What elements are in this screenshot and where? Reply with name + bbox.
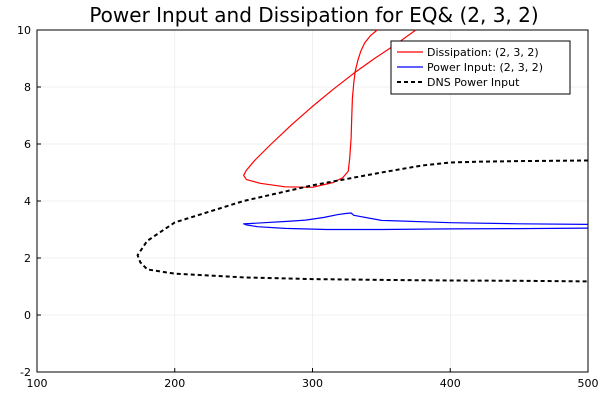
y-tick-label: 6 (24, 138, 31, 151)
axis-ticks: 100 200 300 400 500 -2 0 2 4 6 8 10 (17, 24, 599, 390)
y-tick-label: -2 (20, 366, 31, 379)
series-line-3 (136, 159, 589, 283)
x-tick-label: 400 (440, 377, 461, 390)
chart-title: Power Input and Dissipation for EQ& (2, … (89, 3, 538, 27)
series-line-1 (243, 29, 417, 188)
legend: Dissipation: (2, 3, 2) Power Input: (2, 3… (390, 40, 571, 95)
x-tick-label: 500 (578, 377, 599, 390)
y-tick-label: 2 (24, 252, 31, 265)
legend-label-3: DNS Power Input (427, 76, 520, 89)
legend-label-1: Dissipation: (2, 3, 2) (427, 46, 539, 59)
y-tick-label: 8 (24, 81, 31, 94)
y-tick-label: 0 (24, 309, 31, 322)
legend-label-2: Power Input: (2, 3, 2) (427, 61, 543, 74)
x-tick-label: 200 (164, 377, 185, 390)
x-tick-label: 300 (302, 377, 323, 390)
series-line-2 (243, 212, 589, 231)
y-tick-label: 4 (24, 195, 31, 208)
y-tick-label: 10 (17, 24, 31, 37)
x-tick-label: 100 (27, 377, 48, 390)
series-group (136, 29, 589, 283)
